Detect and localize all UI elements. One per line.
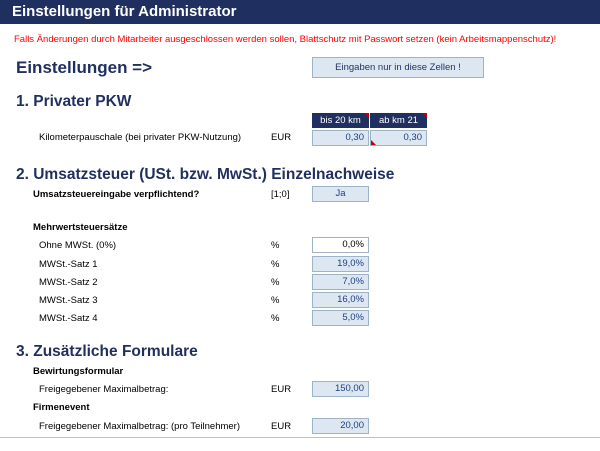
entertainment-form-heading: Bewirtungsformular [33,366,124,377]
protection-warning: Falls Änderungen durch Mitarbeiter ausge… [14,34,557,45]
comment-marker-icon [371,140,376,145]
entertainment-max-input[interactable]: 150,00 [312,381,369,397]
entertainment-max-label: Freigegebener Maximalbetrag: [39,384,169,395]
comment-marker-icon [422,113,427,118]
vat-rate-label: MWSt.-Satz 4 [39,313,98,324]
company-event-heading: Firmenevent [33,402,90,413]
vat-rate-2-input[interactable]: 7,0% [312,274,369,290]
entertainment-max-unit: EUR [271,384,292,395]
vat-rate-0-input[interactable]: 0,0% [312,237,369,253]
input-cells-note: Eingaben nur in diese Zellen ! [312,57,484,78]
vat-rates-heading: Mehrwertsteuersätze [33,222,128,233]
vat-rate-label: MWSt.-Satz 1 [39,259,98,270]
vat-required-label: Umsatzsteuereingabe verpflichtend? [33,189,200,200]
vat-rate-3-input[interactable]: 16,0% [312,292,369,308]
company-event-max-label: Freigegebener Maximalbetrag: (pro Teilne… [39,421,241,432]
kilometer-allowance-unit: EUR [271,132,292,143]
vat-rate-unit: % [271,259,280,270]
company-event-max-input[interactable]: 20,00 [312,418,369,434]
vat-required-input[interactable]: Ja [312,186,369,202]
column-header-ab-km-21: ab km 21 [370,113,427,128]
section-heading-forms: 3. Zusätzliche Formulare [16,343,198,360]
comment-marker-icon [364,113,369,118]
kilometer-allowance-ab-km-21-input[interactable]: 0,30 [370,130,427,146]
title-bar: Einstellungen für Administrator [0,0,600,24]
page-title: Einstellungen für Administrator [12,3,237,20]
vat-rate-4-input[interactable]: 5,0% [312,310,369,326]
section-heading-ust: 2. Umsatzsteuer (USt. bzw. MwSt.) Einzel… [16,166,395,183]
kilometer-allowance-label: Kilometerpauschale (bei privater PKW-Nut… [39,132,242,143]
section-heading-pkw: 1. Privater PKW [16,93,132,110]
vat-rate-label: Ohne MWSt. (0%) [39,240,117,251]
kilometer-allowance-bis-20km-input[interactable]: 0,30 [312,130,369,146]
company-event-max-unit: EUR [271,421,292,432]
vat-rate-label: MWSt.-Satz 3 [39,295,98,306]
vat-rate-1-input[interactable]: 19,0% [312,256,369,272]
vat-rate-unit: % [271,277,280,288]
vat-required-unit: [1;0] [271,189,290,200]
vat-rate-unit: % [271,313,280,324]
vat-rate-unit: % [271,295,280,306]
vat-rate-label: MWSt.-Satz 2 [39,277,98,288]
column-header-bis-20km: bis 20 km [312,113,369,128]
bottom-divider [0,437,600,438]
vat-rate-unit: % [271,240,280,251]
settings-heading: Einstellungen => [16,58,153,77]
